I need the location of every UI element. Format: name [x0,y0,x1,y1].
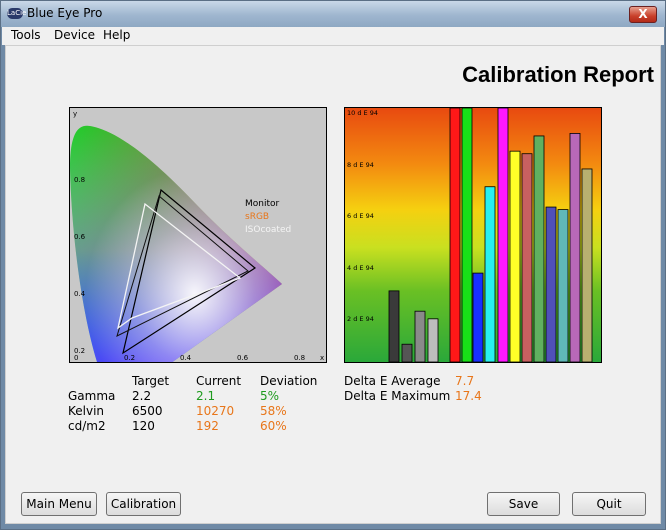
gamma-current: 2.1 [196,389,216,403]
legend-isocoated: ISOcoated [245,225,291,235]
report-panel: Calibration Report [5,45,661,524]
delta-e-svg: 10 d E 94 8 d E 94 6 d E 94 4 d E 94 2 d… [347,108,593,362]
luminance-current: 192 [196,419,219,433]
legend-srgb: sRGB [245,212,269,222]
title-bar[interactable]: LaCie Blue Eye Pro X [1,1,665,27]
delta-e-bar [581,168,593,362]
delta-e-maximum-value: 17.4 [455,389,482,403]
kelvin-current: 10270 [196,404,235,418]
gamut-y-tick: 0.2 [74,347,85,355]
delta-e-maximum-label: Delta E Maximum [344,389,451,403]
monitor-gamut [122,188,257,355]
col-header-target: Target [132,374,170,388]
delta-e-bar [521,153,533,362]
delta-e-bar [401,343,413,362]
gamut-x-tick: 0.8 [294,354,305,362]
window-title: Blue Eye Pro [27,6,103,20]
col-header-current: Current [196,374,242,388]
delta-e-bar [533,135,545,362]
luminance-deviation: 60% [260,419,287,433]
delta-y-tick: 4 d E 94 [347,264,374,272]
delta-y-tick: 8 d E 94 [347,161,374,169]
delta-e-average-label: Delta E Average [344,374,441,388]
page-title: Calibration Report [462,62,654,87]
main-menu-button[interactable]: Main Menu [21,492,97,516]
gamut-diagram: y x 0.8 0.6 0.4 0.2 0 0.2 0.4 0.6 0.8 Mo… [69,107,327,363]
luminance-target: 120 [132,419,155,433]
isocoated-gamut [117,202,242,330]
delta-e-bar [497,108,509,362]
delta-e-bar [472,272,484,362]
delta-e-chart: 10 d E 94 8 d E 94 6 d E 94 4 d E 94 2 d… [344,107,602,363]
srgb-gamut [116,195,249,337]
gamma-target: 2.2 [132,389,152,403]
row-label-kelvin: Kelvin [68,404,105,418]
lacie-logo-icon: LaCie [7,8,27,19]
gamut-x-tick: 0.2 [124,354,135,362]
col-header-deviation: Deviation [260,374,318,388]
save-button[interactable]: Save [487,492,560,516]
gamut-y-tick: 0.4 [74,290,86,298]
kelvin-target: 6500 [132,404,163,418]
gamut-y-tick: 0.8 [74,176,85,184]
row-label-luminance: cd/m2 [68,419,106,433]
delta-e-bar [569,132,581,362]
delta-e-bar [427,318,439,362]
delta-e-bar [557,209,569,362]
delta-y-tick: 10 d E 94 [347,109,378,117]
menu-help[interactable]: Help [103,28,131,42]
row-label-gamma: Gamma [68,389,116,403]
gamut-x-tick: 0.6 [237,354,249,362]
delta-e-bar [388,290,400,362]
gamut-y-axis-label: y [73,110,77,118]
gamut-x-axis-label: x [320,354,324,362]
close-button[interactable]: X [629,6,657,23]
delta-e-average-value: 7.7 [455,374,475,388]
delta-y-tick: 2 d E 94 [347,315,374,323]
gamut-x-tick: 0 [74,354,78,362]
menu-device[interactable]: Device [54,28,96,42]
menu-bar: Tools Device Help [2,27,664,45]
delta-e-bar [509,150,521,362]
legend-monitor: Monitor [245,199,280,209]
delta-e-bar [484,186,496,362]
delta-e-bar [545,206,557,362]
calibration-button[interactable]: Calibration [106,492,181,516]
delta-e-bar [414,310,426,362]
quit-button[interactable]: Quit [572,492,646,516]
gamut-svg: y x 0.8 0.6 0.4 0.2 0 0.2 0.4 0.6 0.8 Mo… [70,110,324,362]
menu-tools[interactable]: Tools [11,28,41,42]
delta-e-bar [461,108,473,362]
gamma-deviation: 5% [260,389,280,403]
gamut-y-tick: 0.6 [74,233,86,241]
delta-e-bar [449,108,461,362]
gamut-x-tick: 0.4 [180,354,192,362]
delta-y-tick: 6 d E 94 [347,212,374,220]
kelvin-deviation: 58% [260,404,287,418]
